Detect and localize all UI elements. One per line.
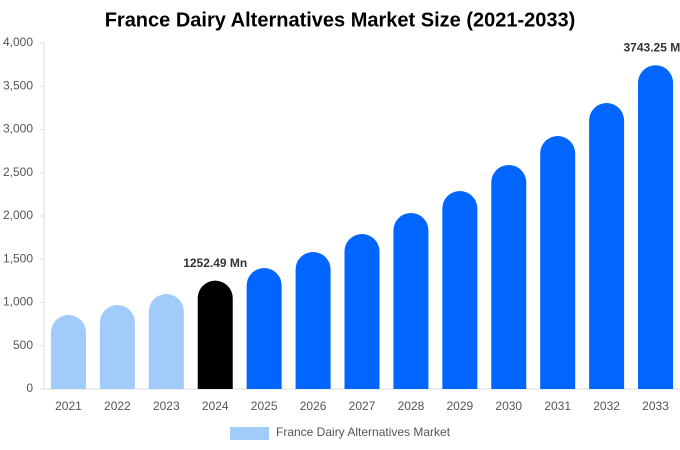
y-tick-label: 1,000 <box>3 295 33 309</box>
legend-label: France Dairy Alternatives Market <box>276 425 451 439</box>
y-tick-label: 3,000 <box>3 122 33 136</box>
bar <box>393 212 429 389</box>
legend-swatch <box>230 427 269 440</box>
y-tick-label: 2,500 <box>3 165 33 179</box>
bar <box>50 315 86 389</box>
y-tick-label: 1,500 <box>3 251 33 265</box>
x-tick-label: 2031 <box>544 399 571 413</box>
bar <box>589 103 625 389</box>
y-tick-label: 0 <box>26 381 33 395</box>
x-tick-label: 2032 <box>593 399 620 413</box>
bar <box>540 135 576 389</box>
bar <box>638 65 674 390</box>
x-tick-label: 2033 <box>642 399 669 413</box>
x-tick-label: 2024 <box>202 399 229 413</box>
y-tick-label: 2,000 <box>3 208 33 222</box>
bar <box>442 191 478 389</box>
y-tick-label: 3,500 <box>3 78 33 92</box>
value-label: 3743.25 Mn <box>624 40 680 54</box>
x-tick-label: 2021 <box>55 399 82 413</box>
x-tick-label: 2025 <box>251 399 278 413</box>
y-tick-label: 4,000 <box>3 35 33 49</box>
bar <box>148 294 184 389</box>
value-label: 1252.49 Mn <box>183 256 247 270</box>
y-tick-label: 500 <box>13 338 33 352</box>
bar <box>344 233 380 389</box>
x-tick-label: 2022 <box>104 399 131 413</box>
bar <box>246 267 282 389</box>
bar <box>491 164 527 389</box>
bar <box>197 280 233 389</box>
x-tick-label: 2026 <box>300 399 327 413</box>
x-tick-label: 2030 <box>495 399 522 413</box>
bar <box>99 305 135 389</box>
x-tick-label: 2028 <box>398 399 425 413</box>
bar <box>295 251 331 389</box>
chart-title: France Dairy Alternatives Market Size (2… <box>105 9 576 31</box>
x-tick-label: 2023 <box>153 399 180 413</box>
x-tick-label: 2027 <box>349 399 376 413</box>
x-tick-label: 2029 <box>446 399 473 413</box>
